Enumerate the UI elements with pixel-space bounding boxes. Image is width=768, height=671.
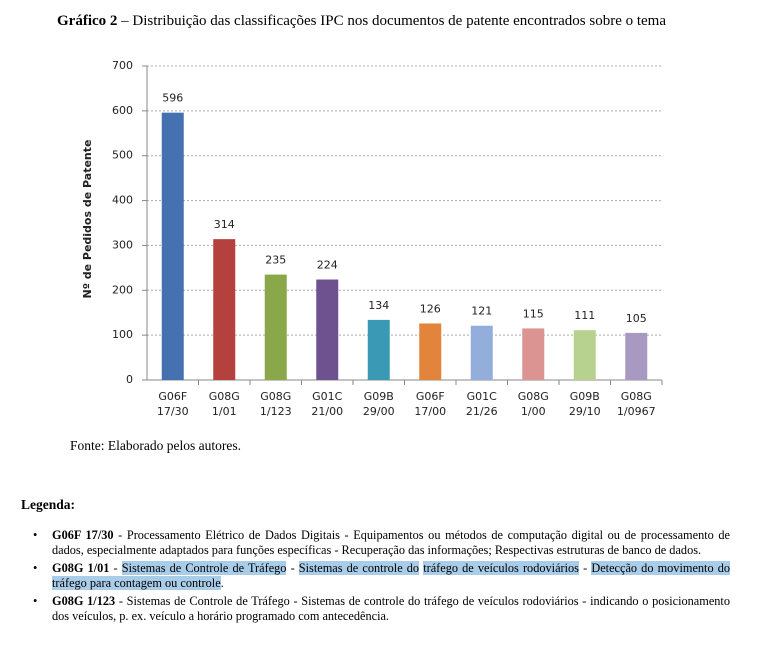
value-label: 596 — [162, 92, 183, 105]
value-label: 111 — [574, 309, 595, 322]
bar — [316, 279, 339, 380]
value-label: 121 — [471, 305, 492, 318]
item-text: - — [286, 561, 299, 575]
x-tick-label: G09B — [570, 390, 600, 403]
x-tick-label: G08G — [260, 390, 291, 403]
y-tick-label: 400 — [112, 194, 133, 207]
x-tick-label: G08G — [518, 390, 549, 403]
y-tick-label: 300 — [112, 238, 133, 251]
source-note: Fonte: Elaborado pelos autores. — [70, 438, 241, 453]
bar — [213, 239, 236, 380]
y-tick-label: 200 — [112, 283, 133, 296]
x-tick-label: G09B — [364, 390, 394, 403]
x-tick-label: 1/00 — [521, 405, 546, 418]
bar — [470, 325, 493, 380]
x-tick-label: 1/123 — [260, 405, 292, 418]
legend-item: G08G 1/123 - Sistemas de Controle de Trá… — [30, 594, 730, 623]
bar — [625, 332, 648, 380]
bar — [161, 112, 184, 380]
bar — [573, 330, 596, 380]
legend-item: G08G 1/01 - Sistemas de Controle de Tráf… — [30, 561, 731, 590]
y-tick-label: 0 — [126, 373, 133, 386]
item-text: . — [220, 575, 224, 590]
value-label: 105 — [626, 312, 647, 325]
ipc-code: G08G 1/01 — [52, 561, 110, 575]
x-tick-label: 21/26 — [466, 405, 498, 418]
value-label: 134 — [368, 299, 389, 312]
x-tick-label: G06F — [416, 390, 445, 403]
item-text: - Processamento Elétrico de Dados Digita… — [52, 528, 730, 557]
y-tick-label: 500 — [112, 149, 133, 162]
value-label: 235 — [265, 254, 286, 267]
bar — [522, 328, 545, 380]
value-label: 314 — [214, 218, 235, 231]
x-tick-label: G01C — [467, 390, 498, 403]
y-tick-label: 100 — [112, 328, 133, 341]
item-text: - — [109, 561, 122, 575]
item-text: - Sistemas de Controle de Tráfego - Sist… — [52, 594, 730, 623]
y-axis-label: Nº de Pedidos de Patente — [81, 139, 94, 298]
x-tick-label: 29/10 — [569, 405, 601, 418]
caption-label: Gráfico 2 — [57, 13, 118, 29]
legend-item: G06F 17/30 - Processamento Elétrico de D… — [30, 528, 730, 557]
item-text: Sistemas de controle do — [298, 561, 420, 575]
item-text: tráfego de veículos rodoviários — [423, 561, 579, 575]
value-label: 126 — [420, 302, 441, 315]
bar — [419, 323, 442, 380]
caption-text: – Distribuição das classificações IPC no… — [121, 13, 667, 29]
x-tick-label: 29/00 — [363, 405, 395, 418]
item-text: Sistemas de Controle de Tráfego — [121, 561, 287, 575]
bar — [367, 319, 390, 380]
x-tick-label: 17/30 — [157, 405, 189, 418]
x-tick-label: 17/00 — [414, 405, 446, 418]
value-label: 115 — [523, 307, 544, 320]
ipc-code: G08G 1/123 — [52, 594, 116, 608]
bar — [264, 274, 287, 380]
item-text: - — [578, 561, 592, 575]
y-tick-label: 700 — [112, 59, 133, 72]
legend-list: G06F 17/30 - Processamento Elétrico de D… — [30, 528, 731, 627]
x-tick-label: G08G — [209, 390, 240, 403]
x-tick-label: G01C — [312, 390, 343, 403]
value-label: 224 — [317, 259, 338, 272]
figure-caption: Gráfico 2 – Distribuição das classificaç… — [57, 13, 666, 30]
legend-title: Legenda: — [21, 497, 75, 512]
x-tick-label: 1/0967 — [617, 405, 656, 418]
y-tick-label: 600 — [112, 104, 133, 117]
x-tick-label: G08G — [621, 390, 652, 403]
x-tick-label: 1/01 — [212, 405, 237, 418]
chart: 0 100 200 300 400 500 600 700 Nº de Pedidos de P… — [81, 59, 663, 418]
x-tick-label: G06F — [158, 390, 187, 403]
ipc-code: G06F 17/30 — [52, 528, 114, 542]
x-tick-label: 21/00 — [311, 405, 343, 418]
